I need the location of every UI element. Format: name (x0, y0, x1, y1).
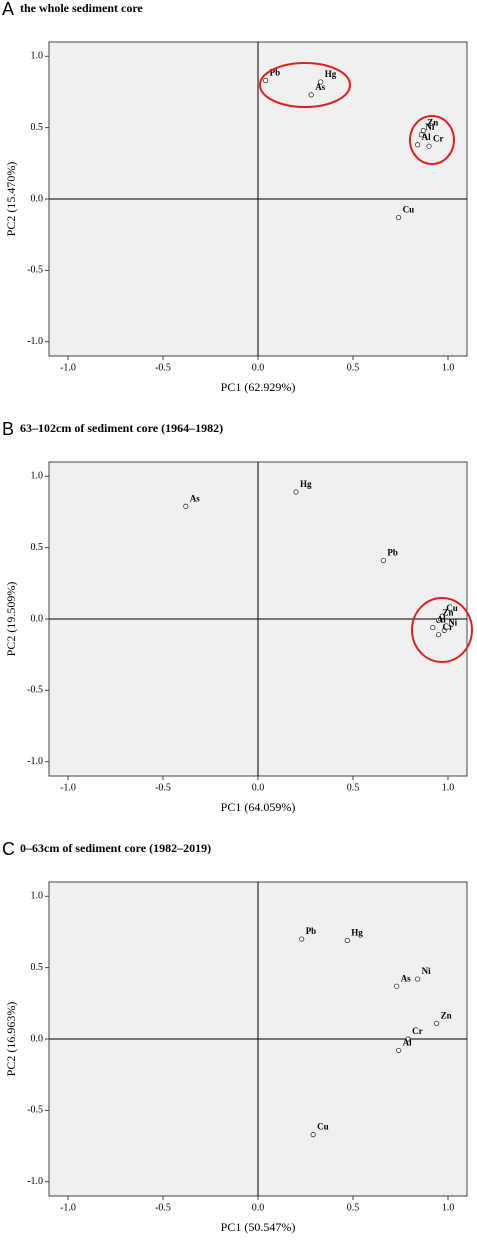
point (344, 937, 350, 944)
x-tick-label: -0.5 (155, 1202, 171, 1213)
point (426, 143, 432, 149)
point-label: Zn (427, 118, 438, 128)
y-axis-label: PC2 (15.470%) (4, 162, 18, 237)
panel-label: C (2, 839, 15, 859)
point-label: Pb (270, 68, 281, 78)
point-label: Cu (446, 603, 458, 613)
y-tick-label: 0.0 (31, 1033, 44, 1044)
point-label: Ni (425, 122, 434, 132)
y-tick-label: -1.0 (27, 756, 43, 767)
point-label: Hg (351, 928, 363, 938)
x-tick-label: 0.5 (347, 782, 360, 793)
point (262, 77, 269, 84)
point (293, 489, 299, 495)
point-label: Ni (422, 966, 431, 976)
point (405, 1036, 411, 1042)
point-label: Zn (443, 607, 454, 617)
point-label: Cr (412, 1026, 423, 1036)
point-label: As (190, 493, 200, 503)
point (418, 132, 424, 138)
x-tick-label: 1.0 (442, 782, 455, 793)
point (420, 127, 426, 134)
y-tick-label: -0.5 (27, 265, 43, 276)
x-tick-label: 1.0 (442, 362, 455, 373)
point (395, 214, 402, 221)
x-tick-label: 1.0 (442, 1202, 455, 1213)
y-tick-label: -0.5 (27, 685, 43, 696)
x-axis-label: PC1 (62.929%) (221, 380, 296, 394)
point-label: As (315, 82, 325, 92)
x-tick-label: 0.0 (252, 362, 265, 373)
point (433, 1020, 440, 1026)
y-tick-label: 1.0 (31, 891, 44, 902)
point (310, 1132, 316, 1138)
point (414, 142, 421, 148)
y-axis-label: PC2 (16.963%) (4, 1002, 18, 1077)
chart: B 63–102cm of sediment core (1964–1982) -1… (2, 419, 473, 814)
y-tick-label: -1.0 (27, 1176, 43, 1187)
x-tick-label: 0.5 (347, 362, 360, 373)
x-tick-label: 0.0 (252, 1202, 265, 1213)
point-label: As (401, 973, 411, 983)
point-label: Ni (448, 617, 457, 627)
point-label: Hg (325, 69, 337, 79)
y-tick-label: 1.0 (31, 471, 44, 482)
x-axis-label: PC1 (64.059%) (221, 800, 296, 814)
point-label: Al (403, 1037, 412, 1047)
point (430, 624, 436, 631)
point (183, 503, 189, 509)
point (380, 557, 386, 564)
point (308, 92, 314, 98)
x-tick-label: -1.0 (60, 782, 76, 793)
point (318, 79, 324, 85)
x-tick-label: -1.0 (60, 362, 76, 373)
y-tick-label: -1.0 (27, 336, 43, 347)
y-tick-label: 0.5 (31, 122, 44, 133)
point-label: Al (422, 132, 431, 142)
chart-title: 0–63cm of sediment core (1982–2019) (20, 841, 211, 855)
chart-title: the whole sediment core (20, 1, 143, 15)
point-label: Pb (387, 548, 398, 558)
point (414, 976, 421, 982)
y-tick-label: 0.5 (31, 542, 44, 553)
y-tick-label: 0.0 (31, 193, 44, 204)
x-tick-label: 0.5 (347, 1202, 360, 1213)
point (299, 936, 305, 942)
point-label: Pb (306, 926, 317, 936)
x-axis-label: PC1 (50.547%) (221, 1220, 296, 1234)
chart: C 0–63cm of sediment core (1982–2019) -1.0… (2, 839, 468, 1234)
panel-label: A (2, 0, 14, 19)
point-label: Cu (403, 205, 415, 215)
point (435, 617, 442, 624)
y-tick-label: 0.0 (31, 613, 44, 624)
point-label: Cr (433, 133, 444, 143)
point-label: Zn (441, 1010, 452, 1020)
y-tick-label: -0.5 (27, 1105, 43, 1116)
x-tick-label: -1.0 (60, 1202, 76, 1213)
highlight-ring (409, 115, 455, 165)
point (435, 632, 442, 638)
highlight-ring (259, 62, 351, 108)
y-tick-label: 0.5 (31, 962, 44, 973)
point (441, 627, 447, 634)
point (395, 1047, 402, 1054)
y-axis-label: PC2 (19.509%) (4, 582, 18, 657)
chart-title: 63–102cm of sediment core (1964–1982) (20, 421, 223, 435)
x-tick-label: -0.5 (155, 782, 171, 793)
point (439, 613, 445, 619)
point-label: Cu (317, 1122, 329, 1132)
x-tick-label: -0.5 (155, 362, 171, 373)
point (394, 983, 400, 989)
highlight-ring (411, 597, 473, 663)
panel-label: B (2, 419, 14, 439)
point-label: Al (437, 615, 446, 625)
point-label: Hg (300, 479, 312, 489)
point-label: Cr (443, 622, 454, 632)
x-tick-label: 0.0 (252, 782, 265, 793)
y-tick-label: 1.0 (31, 51, 44, 62)
